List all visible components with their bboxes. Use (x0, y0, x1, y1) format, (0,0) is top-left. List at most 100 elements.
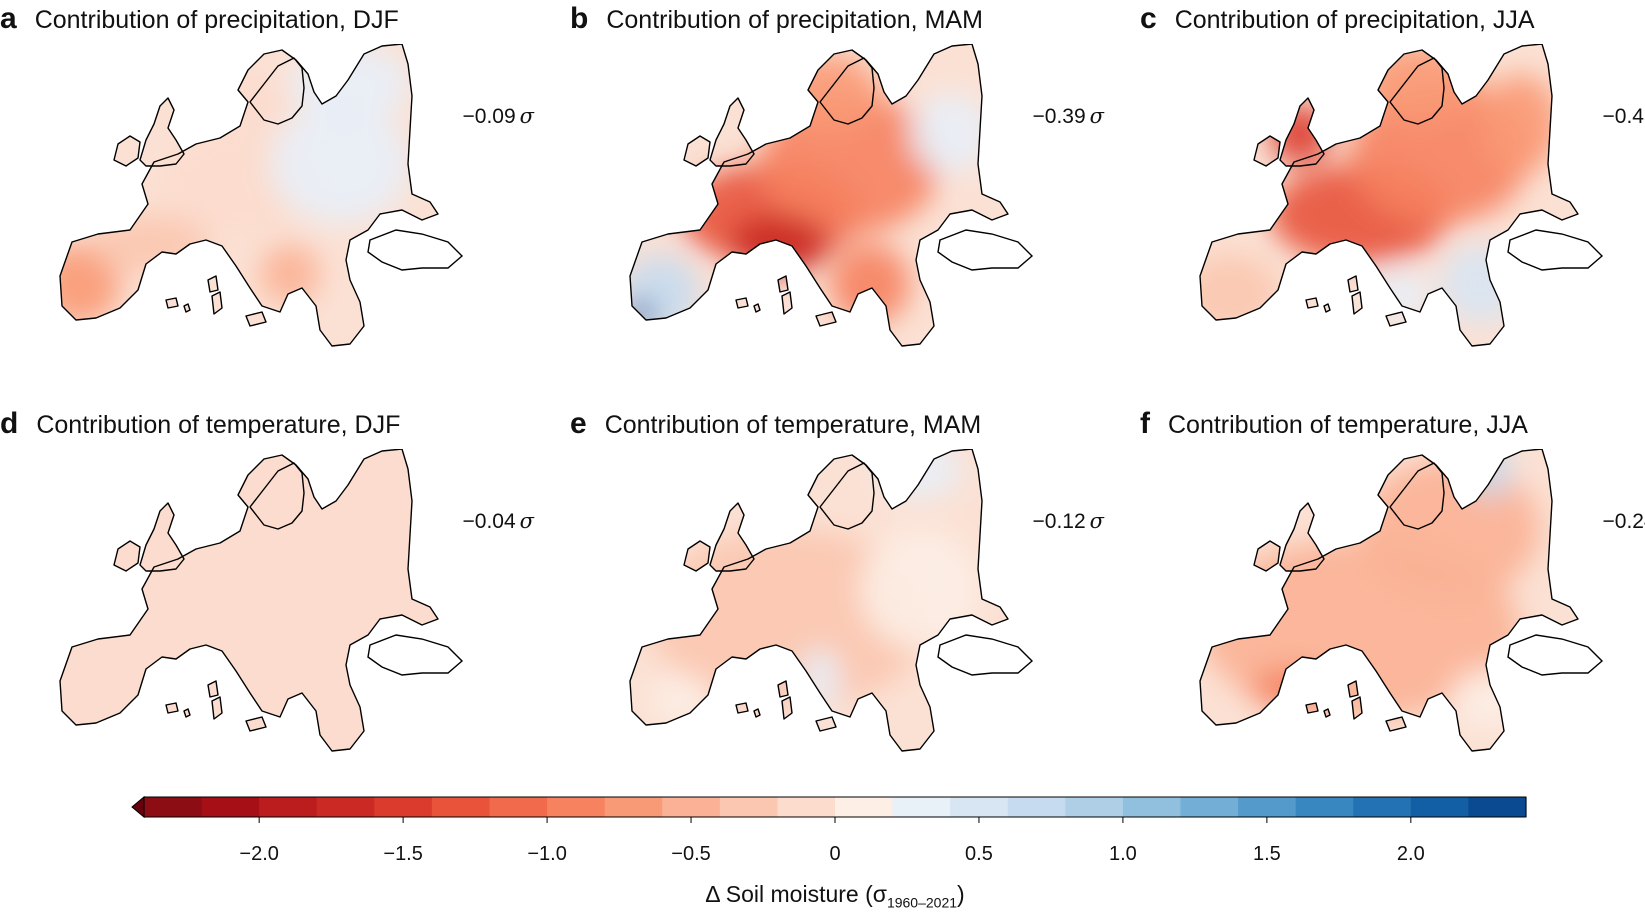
colorbar-bin (950, 797, 1009, 817)
black-sea (937, 229, 1034, 271)
coastline (113, 540, 141, 572)
black-sea (1507, 229, 1604, 271)
colorbar-tick-label: −0.5 (671, 843, 711, 865)
coastline (781, 696, 793, 720)
coastline (1351, 291, 1363, 315)
anomaly-region (210, 74, 290, 134)
anomaly-region (860, 529, 980, 649)
colorbar-tick-label: −2.0 (239, 843, 279, 865)
colorbar-bin (547, 797, 606, 817)
colorbar-extend-arrow (131, 795, 145, 819)
coastline (1199, 44, 1579, 347)
anomaly-region (630, 254, 700, 334)
panel-title: Contribution of temperature, MAM (604, 411, 982, 439)
sigma-symbol: σ (519, 509, 534, 533)
coastline (683, 135, 711, 167)
mean-value: −0.04 (462, 510, 516, 533)
coastline (1253, 135, 1281, 167)
coastline (1385, 311, 1407, 327)
colorbar-tick-label: 0.5 (965, 843, 993, 865)
colorbar-bin (201, 797, 260, 817)
panel-letter: a (0, 2, 17, 35)
europe-map (629, 449, 1034, 752)
coastline (207, 275, 219, 293)
panel-c: c Contribution of precipitation, JJA −0.4… (1140, 0, 1645, 400)
panel-letter: c (1140, 2, 1157, 35)
panel-heading: f Contribution of temperature, JJA (1140, 407, 1528, 441)
anomaly-region (60, 244, 120, 324)
sigma-symbol: σ (1089, 104, 1104, 128)
anomaly-region (290, 44, 410, 124)
coastline (207, 680, 219, 698)
anomaly-region (830, 244, 910, 324)
anomaly-region (1370, 269, 1430, 319)
europe-map (1199, 449, 1604, 752)
mean-value-label: −0.04 σ (463, 509, 534, 534)
coastline (1347, 680, 1359, 698)
coastline (1323, 708, 1331, 718)
panel-letter: f (1140, 407, 1150, 440)
coastline (683, 540, 711, 572)
colorbar-bin (1065, 797, 1124, 817)
coastline (165, 297, 179, 309)
coastline (245, 716, 267, 732)
colorbar-scale (131, 795, 1527, 823)
coastline (1305, 297, 1319, 309)
coastline (1385, 716, 1407, 732)
colorbar-bin (431, 797, 491, 817)
colorbar-tick-label: −1.0 (527, 843, 567, 865)
colorbar-bin (1353, 797, 1412, 817)
coastline (1199, 449, 1579, 752)
colorbar-bin (719, 797, 779, 817)
coastline (1253, 540, 1281, 572)
panel-letter: d (0, 407, 19, 440)
colorbar-bin (144, 797, 203, 817)
panel-title: Contribution of precipitation, DJF (34, 6, 399, 34)
panel-title: Contribution of temperature, DJF (36, 411, 401, 439)
sigma-symbol: σ (1089, 509, 1104, 533)
coastline (629, 44, 1009, 347)
coastline (1305, 702, 1319, 714)
coastline (211, 291, 223, 315)
coastline (777, 680, 789, 698)
coastline (819, 57, 875, 125)
panel-heading: c Contribution of precipitation, JJA (1140, 2, 1535, 36)
mean-value-label: −0.43σ (1603, 104, 1645, 129)
anomaly-region (1480, 74, 1560, 174)
coastline (1279, 502, 1325, 572)
panel-f: f Contribution of temperature, JJA −0.24σ (1140, 405, 1645, 805)
colorbar-bin (1468, 797, 1527, 817)
mean-value: −0.24 (1602, 510, 1645, 533)
coastline (819, 462, 875, 530)
colorbar: −2.0 −1.5 −1.0 −0.5 0 0.5 1.0 1.5 2.0 Δ Soil moi… (130, 795, 1540, 911)
coastline (249, 462, 305, 530)
anomaly-region (780, 54, 880, 134)
mean-value: −0.12 (1032, 510, 1086, 533)
colorbar-bin (1238, 797, 1297, 817)
europe-map (1199, 44, 1604, 347)
panel-heading: e Contribution of temperature, MAM (570, 407, 981, 441)
colorbar-bin (489, 797, 548, 817)
colorbar-bin (1295, 797, 1354, 817)
anomaly-region (60, 449, 438, 751)
coastline (1389, 462, 1445, 530)
colorbar-title-subscript: 1960–2021 (886, 894, 958, 911)
europe-map (59, 44, 464, 347)
colorbar-tick-label: −1.5 (383, 843, 423, 865)
mean-value-label: −0.09 σ (463, 104, 534, 129)
anomaly-region (1360, 459, 1540, 599)
colorbar-title-close: ) (957, 881, 965, 907)
coastline (1351, 696, 1363, 720)
coastline (735, 702, 749, 714)
panel-heading: d Contribution of temperature, DJF (0, 407, 400, 441)
panel-a: a Contribution of precipitation, DJF −0.0… (0, 0, 548, 400)
panel-e: e Contribution of temperature, MAM −0.12 σ (570, 405, 1118, 805)
colorbar-bin (1410, 797, 1470, 817)
coastline (165, 702, 179, 714)
mean-value-label: −0.12 σ (1033, 509, 1104, 534)
coastline (249, 57, 305, 125)
colorbar-title: Δ Soil moisture (σ1960–2021) (130, 881, 1540, 911)
coastline (113, 135, 141, 167)
colorbar-bin (777, 797, 836, 817)
colorbar-bin (662, 797, 721, 817)
